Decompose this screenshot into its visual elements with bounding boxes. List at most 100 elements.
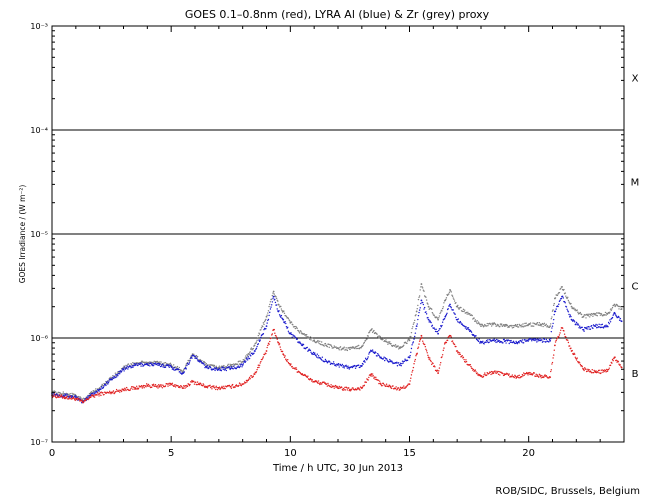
trace-dot xyxy=(184,367,187,369)
trace-dot xyxy=(309,379,311,381)
trace-dot xyxy=(430,360,432,363)
trace-dot xyxy=(443,300,446,302)
trace-dot xyxy=(471,314,473,317)
trace-dot xyxy=(363,360,366,362)
trace-dot xyxy=(521,324,523,326)
trace-dot xyxy=(255,347,258,350)
trace-dot xyxy=(377,352,379,355)
trace-dot xyxy=(594,370,596,373)
trace-dot xyxy=(342,387,345,390)
trace-dot xyxy=(445,298,447,301)
trace-dot xyxy=(477,322,479,325)
trace-dot xyxy=(356,388,358,391)
trace-dot xyxy=(124,388,127,390)
trace-dot xyxy=(174,386,177,388)
trace-dot xyxy=(613,313,615,315)
trace-dot xyxy=(188,362,191,364)
trace-dot xyxy=(206,365,209,367)
trace-dot xyxy=(418,309,421,311)
trace-dot xyxy=(595,312,598,314)
trace-dot xyxy=(102,386,105,389)
trace-dot xyxy=(536,341,538,343)
trace-dot xyxy=(397,387,400,389)
trace-dot xyxy=(419,339,421,341)
trace-dot xyxy=(363,384,366,387)
trace-dot xyxy=(428,358,430,361)
trace-dot xyxy=(113,375,115,378)
trace-dot xyxy=(443,343,446,345)
trace-dot xyxy=(217,369,219,371)
trace-dot xyxy=(445,341,448,344)
trace-dot xyxy=(296,327,298,329)
trace-dot xyxy=(417,347,419,350)
trace-dot xyxy=(461,323,463,325)
trace-dot xyxy=(213,367,216,369)
trace-dot xyxy=(256,339,258,342)
trace-dot xyxy=(243,383,245,385)
trace-dot xyxy=(533,372,536,374)
trace-dot xyxy=(406,359,409,362)
trace-dot xyxy=(183,369,185,371)
trace-dot xyxy=(537,340,539,342)
trace-dot xyxy=(420,337,422,340)
trace-dot xyxy=(479,323,482,326)
trace-dot xyxy=(255,371,258,373)
trace-dot xyxy=(477,373,480,375)
trace-dot xyxy=(543,375,546,377)
trace-dot xyxy=(160,365,162,368)
trace-dot xyxy=(252,375,255,377)
trace-dot xyxy=(167,385,169,387)
trace-dot xyxy=(613,357,615,360)
trace-dot xyxy=(172,364,175,366)
trace-dot xyxy=(319,382,322,384)
trace-dot xyxy=(243,359,246,361)
trace-dot xyxy=(532,322,534,324)
trace-dot xyxy=(237,365,239,367)
trace-dot xyxy=(608,367,610,369)
trace-dot xyxy=(129,365,132,367)
trace-dot xyxy=(326,360,328,363)
trace-dot xyxy=(445,297,448,299)
trace-dot xyxy=(532,373,534,375)
trace-dot xyxy=(611,308,613,310)
trace-dot xyxy=(275,304,278,306)
trace-dot xyxy=(532,339,535,341)
trace-dot xyxy=(367,379,369,381)
trace-dot xyxy=(272,297,274,300)
trace-dot xyxy=(116,373,118,376)
trace-dot xyxy=(605,326,608,328)
trace-dot xyxy=(135,385,138,387)
trace-dot xyxy=(305,333,308,336)
trace-dot xyxy=(539,324,541,327)
trace-dot xyxy=(246,359,249,361)
trace-dot xyxy=(146,362,148,365)
trace-dot xyxy=(551,327,553,329)
data-point xyxy=(272,295,275,298)
trace-dot xyxy=(98,390,100,392)
trace-dot xyxy=(337,347,340,350)
trace-dot xyxy=(523,374,525,376)
trace-dot xyxy=(590,324,593,327)
trace-dot xyxy=(412,341,415,343)
trace-dot xyxy=(550,369,553,371)
trace-dot xyxy=(130,363,133,366)
trace-dot xyxy=(486,372,488,374)
trace-dot xyxy=(596,314,598,317)
trace-dot xyxy=(565,295,567,297)
trace-dot xyxy=(482,375,485,378)
flare-class-lines xyxy=(52,129,624,339)
trace-dot xyxy=(409,354,411,357)
trace-dot xyxy=(210,386,213,388)
trace-dot xyxy=(156,360,159,363)
trace-dot xyxy=(523,325,525,327)
trace-dot xyxy=(391,387,393,390)
trace-dot xyxy=(497,339,499,341)
trace-dot xyxy=(171,366,173,369)
trace-dot xyxy=(262,322,265,324)
trace-dot xyxy=(247,379,250,381)
trace-dot xyxy=(183,385,186,387)
trace-dot xyxy=(492,372,495,375)
trace-dot xyxy=(394,344,397,346)
trace-dot xyxy=(376,333,378,335)
trace-dot xyxy=(620,320,622,322)
